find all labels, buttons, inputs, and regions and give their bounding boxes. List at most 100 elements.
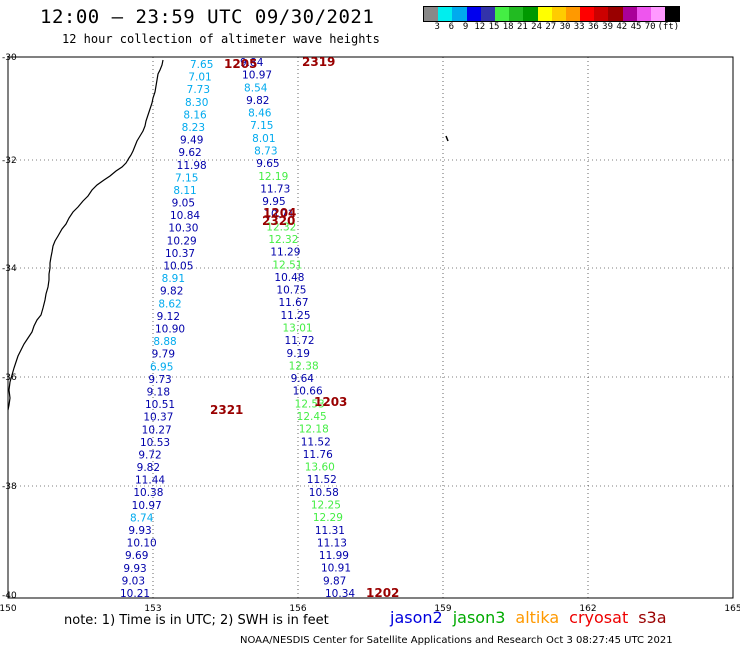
longitude-label: 150 xyxy=(0,604,17,614)
pass-time-label: 2320 xyxy=(262,214,295,228)
wave-height-label: 11.13 xyxy=(317,537,347,549)
wave-height-label: 11.99 xyxy=(319,550,349,562)
wave-height-label: 8.54 xyxy=(244,82,268,94)
color-swatch xyxy=(424,7,439,21)
color-scale-label: 27 xyxy=(545,22,557,32)
pass-time-label: 1202 xyxy=(366,586,399,600)
color-swatch xyxy=(594,7,609,21)
color-scale-label: 39 xyxy=(602,22,614,32)
color-scale-label: 33 xyxy=(573,22,585,32)
wave-height-label: 9.79 xyxy=(152,349,175,361)
wave-height-label: 8.30 xyxy=(185,97,208,109)
wave-height-label: 10.66 xyxy=(293,386,323,398)
color-scale-label: 12 xyxy=(474,22,486,32)
color-swatch xyxy=(480,7,495,21)
wave-height-label: 10.21 xyxy=(120,588,150,600)
wave-height-label: 9.18 xyxy=(147,386,170,398)
longitude-labels: 150 153 156 159 162 165 xyxy=(0,604,740,614)
pass-time-label: 2321 xyxy=(210,403,243,417)
wave-height-label: 8.16 xyxy=(183,109,207,121)
wave-height-label: 11.67 xyxy=(278,297,308,309)
color-scale-label: 42 xyxy=(616,22,628,32)
lat-lon-grid xyxy=(8,57,733,598)
wave-height-label: 7.65 xyxy=(190,59,213,71)
wave-height-label: 10.97 xyxy=(132,500,162,512)
wave-height-label: 9.93 xyxy=(123,563,146,575)
wave-height-label: 10.05 xyxy=(163,261,193,273)
wave-height-label: 10.97 xyxy=(242,70,272,82)
latitude-label: -30 xyxy=(2,53,17,63)
wave-height-label: 9.84 xyxy=(240,57,264,69)
wave-height-label: 12.32 xyxy=(268,234,298,246)
wave-height-label: 9.69 xyxy=(125,550,148,562)
wave-height-label: 7.73 xyxy=(187,84,210,96)
map-subtitle: 12 hour collection of altimeter wave hei… xyxy=(62,32,380,46)
longitude-label: 156 xyxy=(289,604,306,614)
color-scale-label: 30 xyxy=(559,22,571,32)
wave-height-label: 9.03 xyxy=(122,575,145,587)
wave-height-label: 9.87 xyxy=(323,575,346,587)
wave-height-label: 9.62 xyxy=(178,147,201,159)
wave-height-label: 10.53 xyxy=(140,437,170,449)
wave-height-label: 10.91 xyxy=(321,563,351,575)
wave-height-label: 6.95 xyxy=(150,361,173,373)
wave-height-label: 9.82 xyxy=(137,462,160,474)
wave-height-label: 9.65 xyxy=(256,158,279,170)
color-scale-label: 45 xyxy=(630,22,642,32)
color-scale-label: 70 xyxy=(644,22,656,32)
wave-height-label: 13.60 xyxy=(305,462,335,474)
color-scale-label: 15 xyxy=(488,22,500,32)
coastline xyxy=(7,59,164,411)
wave-height-label: 11.52 xyxy=(307,474,337,486)
note-text: note: 1) Time is in UTC; 2) SWH is in fe… xyxy=(64,613,329,628)
wave-height-label: 9.95 xyxy=(262,196,285,208)
wave-height-label: 7.15 xyxy=(175,172,198,184)
satellite-legend-item: s3a xyxy=(638,608,667,627)
wave-height-label: 10.38 xyxy=(133,487,163,499)
color-scale-label: 3 xyxy=(434,22,440,32)
color-swatch xyxy=(622,7,637,21)
track-b-wave-heights: 9.8410.978.549.828.467.158.018.739.6512.… xyxy=(240,57,355,600)
footer-credit: NOAA/NESDIS Center for Satellite Applica… xyxy=(240,635,673,646)
color-swatch xyxy=(509,7,524,21)
wave-height-label: 12.19 xyxy=(258,171,288,183)
longitude-label: 165 xyxy=(724,604,740,614)
wave-height-label: 10.90 xyxy=(155,324,185,336)
color-swatch xyxy=(608,7,623,21)
wave-height-label: 8.01 xyxy=(252,133,275,145)
color-scale-label: 24 xyxy=(531,22,543,32)
wave-height-label: 11.44 xyxy=(135,475,165,487)
wave-height-label: 10.37 xyxy=(165,248,195,260)
color-swatch xyxy=(565,7,581,21)
wave-height-label: 11.25 xyxy=(280,310,310,322)
track-a-wave-heights: 7.657.017.738.308.168.239.499.6211.987.1… xyxy=(120,59,213,600)
island xyxy=(445,135,449,142)
wave-height-label: 12.53 xyxy=(295,398,325,410)
satellite-legend-item: cryosat xyxy=(569,608,629,627)
wave-height-label: 10.27 xyxy=(142,424,172,436)
wave-height-label: 10.51 xyxy=(145,399,175,411)
color-swatch xyxy=(438,7,453,21)
pass-time-label: 1204 xyxy=(263,206,296,220)
wave-height-label: 12.25 xyxy=(311,500,341,512)
wave-height-label: 8.91 xyxy=(162,273,185,285)
wave-height-label: 12.38 xyxy=(289,360,319,372)
pass-time-label: 1205 xyxy=(224,57,257,71)
wave-height-label: 11.29 xyxy=(270,247,300,259)
wave-height-label: 7.01 xyxy=(188,72,211,84)
wave-height-label: 9.05 xyxy=(172,198,195,210)
wave-height-label: 10.58 xyxy=(309,487,339,499)
latitude-label: -38 xyxy=(2,482,17,492)
wave-height-label: 8.74 xyxy=(130,512,154,524)
color-scale-label: 6 xyxy=(448,22,455,32)
color-scale-label: 21 xyxy=(516,22,528,32)
satellite-legend-item: jason3 xyxy=(452,608,506,627)
wave-height-label: 11.31 xyxy=(315,525,345,537)
wave-height-label: 9.73 xyxy=(148,374,171,386)
latitude-label: -34 xyxy=(2,264,17,274)
wave-height-label: 12.45 xyxy=(297,411,327,423)
satellite-legend: jason2 jason3 altika cryosat s3a xyxy=(390,608,677,627)
wave-height-label: 9.64 xyxy=(291,373,315,385)
plot-frame xyxy=(7,56,734,599)
